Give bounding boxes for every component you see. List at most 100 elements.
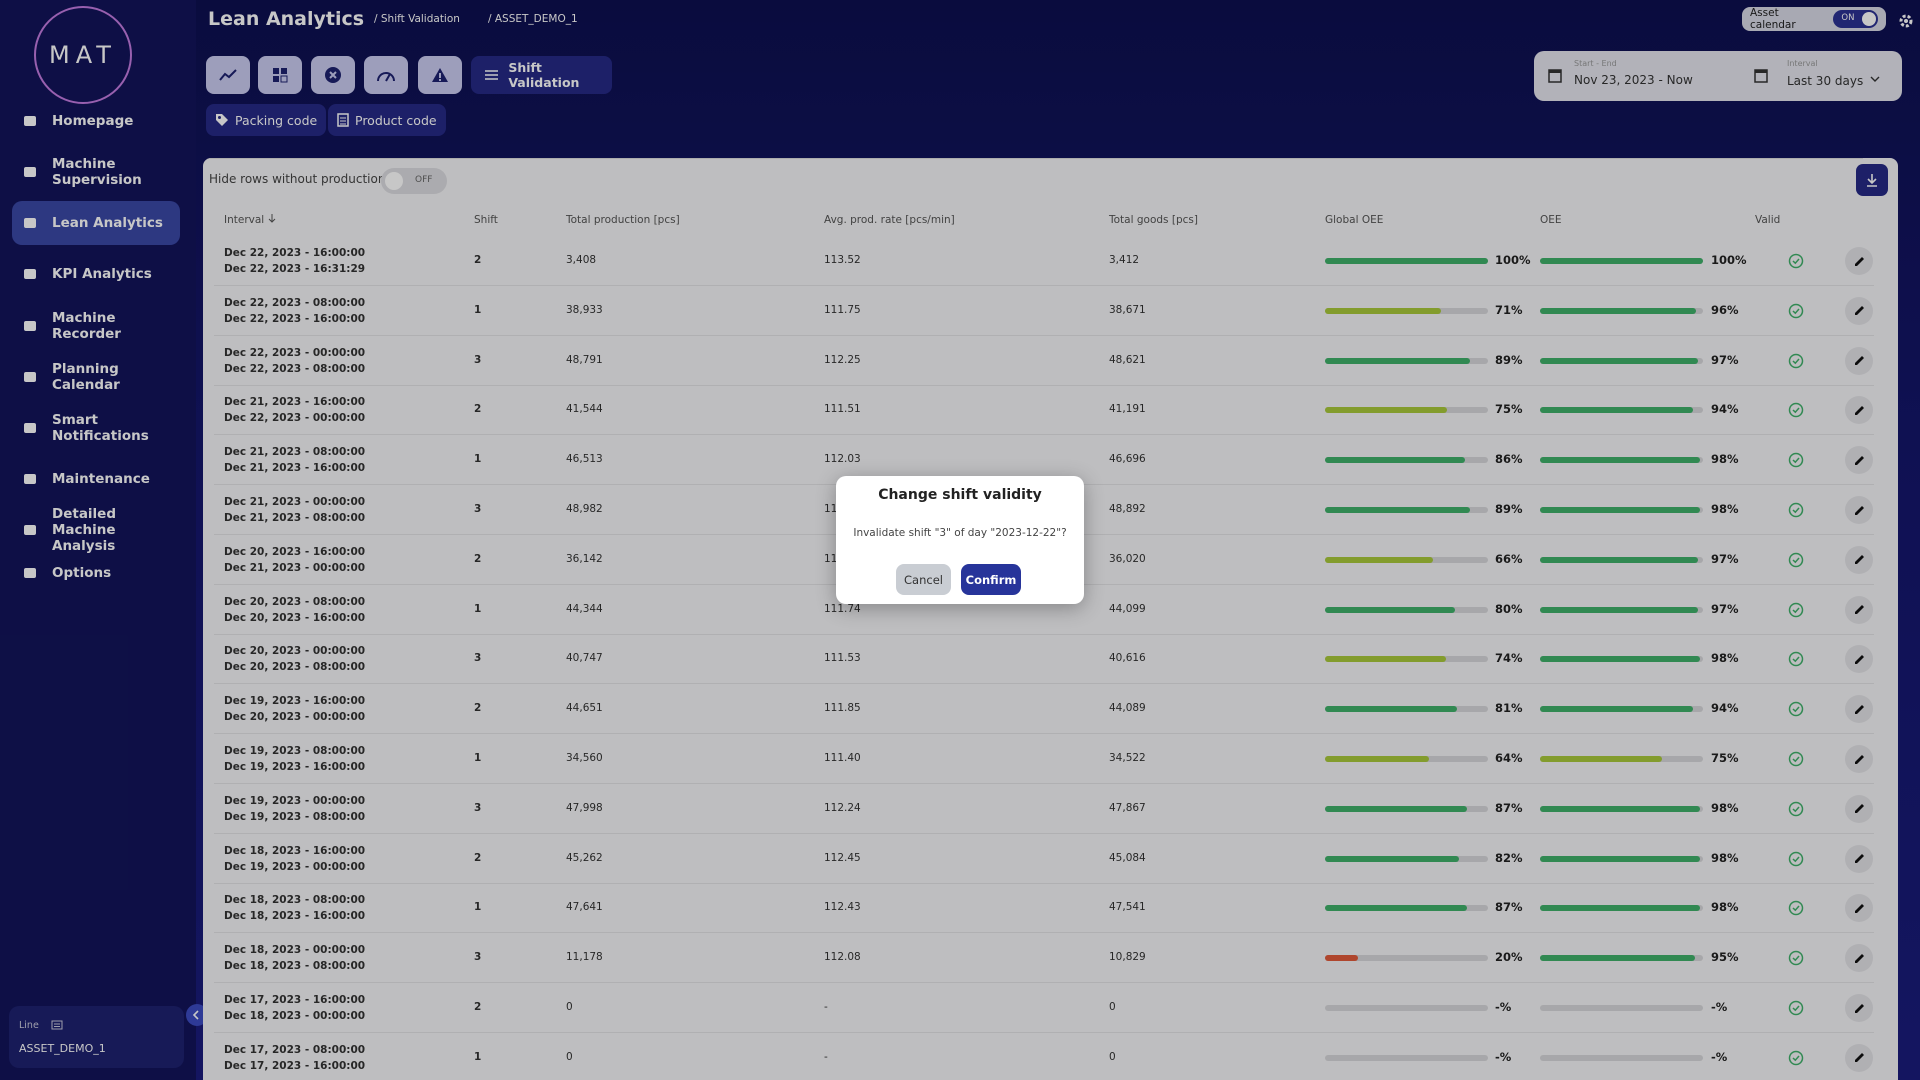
product-code-filter[interactable]: Product code xyxy=(328,104,446,136)
valid-icon xyxy=(1788,452,1804,468)
valid-icon xyxy=(1788,900,1804,916)
sidebar: MAT Homepage Machine Supervision Lean Anal… xyxy=(0,0,208,1080)
progress-fill xyxy=(1325,756,1430,762)
edit-button[interactable] xyxy=(1845,396,1873,425)
column-header: Avg. prod. rate [pcs/min] xyxy=(824,214,955,226)
alerts-view-button[interactable] xyxy=(418,56,462,94)
total-production: 34,560 xyxy=(566,752,603,764)
nav-item[interactable]: KPI Analytics xyxy=(12,252,180,296)
total-goods: 48,621 xyxy=(1109,353,1146,366)
percent-label: 82% xyxy=(1495,850,1523,865)
progress-fill xyxy=(1325,457,1466,464)
download-button[interactable] xyxy=(1856,164,1888,196)
valid-icon xyxy=(1788,602,1804,618)
nav-item[interactable]: Lean Analytics xyxy=(12,201,180,245)
edit-button[interactable] xyxy=(1845,894,1873,923)
progress-fill xyxy=(1540,457,1700,464)
collapse-button[interactable] xyxy=(186,1004,208,1026)
packing-code-filter[interactable]: Packing code xyxy=(206,104,327,136)
shift: 2 xyxy=(474,254,482,266)
edit-button[interactable] xyxy=(1845,944,1873,973)
edit-button[interactable] xyxy=(1845,595,1873,624)
nav-item[interactable]: Options xyxy=(12,551,180,595)
edit-button[interactable] xyxy=(1845,745,1873,773)
nav-item[interactable]: Smart Notifications xyxy=(12,406,180,450)
nav-item[interactable]: Machine Recorder xyxy=(12,304,180,348)
shift-validation-button[interactable]: Shift Validation xyxy=(471,56,612,94)
total-production: 47,641 xyxy=(566,901,603,914)
stops-view-button[interactable] xyxy=(311,56,355,94)
edit-button[interactable] xyxy=(1845,1043,1873,1072)
edit-button[interactable] xyxy=(1845,645,1873,674)
progress-track xyxy=(1325,556,1488,563)
dialog-message: Invalidate shift "3" of day "2023-12-22"… xyxy=(853,527,1067,539)
total-production: 47,998 xyxy=(566,801,603,814)
total-production: 44,651 xyxy=(566,702,603,715)
avg-rate: 111.74 xyxy=(824,602,861,615)
shift: 3 xyxy=(474,951,482,964)
percent-label: 80% xyxy=(1495,601,1523,616)
total-production: 0 xyxy=(566,1050,573,1063)
progress-fill xyxy=(1540,805,1700,812)
edit-button[interactable] xyxy=(1845,496,1873,524)
interval-start: Dec 20, 2023 - 08:00:00 xyxy=(224,595,366,608)
grid-view-button[interactable] xyxy=(258,56,302,94)
valid-icon xyxy=(1788,253,1804,269)
nav-item[interactable]: Homepage xyxy=(12,99,180,143)
date-range-picker[interactable]: Start - End Nov 23, 2023 - Now Interval … xyxy=(1534,51,1902,101)
speed-view-button[interactable] xyxy=(364,56,408,94)
progress-fill xyxy=(1325,556,1433,563)
interval-start: Dec 19, 2023 - 16:00:00 xyxy=(224,695,366,708)
cancel-button[interactable]: Cancel xyxy=(896,564,951,595)
valid-icon xyxy=(1788,1000,1804,1016)
confirm-button[interactable]: Confirm xyxy=(961,564,1021,595)
progress-track xyxy=(1540,307,1703,314)
progress-fill xyxy=(1540,357,1699,364)
progress-track xyxy=(1540,507,1703,513)
edit-button[interactable] xyxy=(1845,844,1873,873)
nav-item[interactable]: Machine Supervision xyxy=(12,150,180,194)
toggle-state: ON xyxy=(1841,13,1855,23)
edit-button[interactable] xyxy=(1845,296,1873,325)
interval-end: Dec 22, 2023 - 16:31:29 xyxy=(224,263,366,275)
trend-view-button[interactable] xyxy=(206,56,250,94)
edit-button[interactable] xyxy=(1845,446,1873,475)
avg-rate: 112.03 xyxy=(824,453,861,466)
total-production: 11,178 xyxy=(566,951,603,964)
nav-item[interactable]: Maintenance xyxy=(12,457,180,501)
progress-fill xyxy=(1325,357,1471,364)
progress-track xyxy=(1540,805,1703,812)
asset-calendar-toggle[interactable]: ON xyxy=(1833,10,1878,28)
breadcrumb[interactable]: / ASSET_DEMO_1 xyxy=(488,13,578,25)
progress-track xyxy=(1540,1054,1703,1061)
edit-button[interactable] xyxy=(1845,545,1873,574)
avg-rate: 112.45 xyxy=(824,851,861,864)
progress-fill xyxy=(1325,855,1459,862)
percent-label: 96% xyxy=(1711,302,1739,317)
edit-button[interactable] xyxy=(1845,695,1873,724)
shift: 2 xyxy=(474,403,482,416)
edit-button[interactable] xyxy=(1845,247,1873,275)
column-header[interactable]: Interval xyxy=(224,214,276,226)
breadcrumb[interactable]: / Shift Validation xyxy=(374,13,460,25)
interval-start: Dec 21, 2023 - 16:00:00 xyxy=(224,396,366,409)
total-goods: 47,867 xyxy=(1109,801,1146,814)
progress-track xyxy=(1540,656,1703,663)
progress-track xyxy=(1540,357,1703,364)
edit-button[interactable] xyxy=(1845,994,1873,1022)
edit-button[interactable] xyxy=(1845,346,1873,375)
valid-icon xyxy=(1788,950,1804,966)
hide-rows-toggle[interactable]: OFF xyxy=(381,168,447,194)
column-header: OEE xyxy=(1540,214,1562,226)
logo[interactable]: MAT xyxy=(34,6,132,104)
progress-track xyxy=(1540,955,1703,962)
progress-track xyxy=(1325,1005,1488,1011)
edit-button[interactable] xyxy=(1845,794,1873,823)
shift: 3 xyxy=(474,801,482,814)
nav-item[interactable]: Detailed Machine Analysis xyxy=(12,506,180,554)
percent-label: 98% xyxy=(1711,900,1739,915)
settings-icon[interactable] xyxy=(1897,12,1915,30)
nav-item[interactable]: Planning Calendar xyxy=(12,355,180,399)
total-goods: 45,084 xyxy=(1109,851,1146,864)
line-card[interactable]: Line ASSET_DEMO_1 xyxy=(9,1006,184,1068)
